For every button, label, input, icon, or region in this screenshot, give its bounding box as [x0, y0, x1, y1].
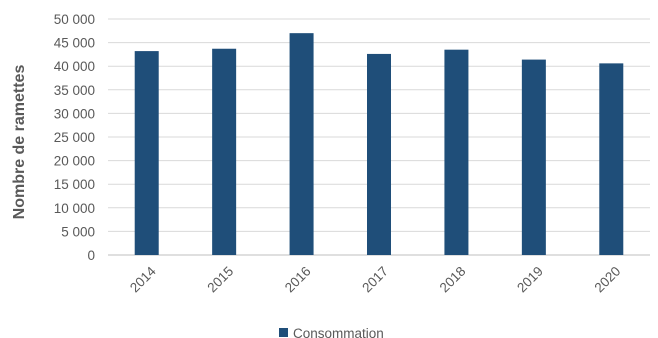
y-tick-label: 30 000: [54, 106, 95, 121]
y-axis-label: Nombre de ramettes: [11, 65, 28, 220]
y-tick-label: 0: [87, 248, 95, 263]
bars: [134, 33, 624, 256]
legend: Consommation: [279, 326, 384, 338]
bar-2016: [289, 33, 314, 255]
legend-label: Consommation: [293, 326, 384, 338]
y-tick-label: 15 000: [54, 177, 95, 192]
y-axis-tick-labels: 0 5 000 10 000 15 000 20 000 25 000 30 000 35 0…: [54, 12, 95, 263]
y-tick-label: 35 000: [54, 83, 95, 98]
bar-2014: [134, 51, 159, 255]
bar-2017: [367, 53, 391, 255]
y-tick-label: 45 000: [54, 36, 95, 51]
x-tick-label: 2020: [592, 264, 624, 296]
legend-swatch: [279, 328, 288, 337]
bar-2020: [599, 63, 624, 256]
y-tick-label: 40 000: [54, 59, 95, 74]
x-axis-tick-labels: 2014 2015 2016 2017 2018 2019 2020: [127, 263, 623, 295]
y-tick-label: 5 000: [61, 224, 95, 239]
x-tick-label: 2019: [514, 264, 546, 296]
bar-2015: [212, 48, 237, 256]
x-tick-label: 2014: [127, 263, 159, 295]
bar-2018: [444, 49, 469, 256]
y-tick-label: 20 000: [54, 154, 95, 169]
x-tick-label: 2018: [437, 264, 469, 296]
x-tick-label: 2015: [204, 264, 236, 296]
y-tick-label: 25 000: [54, 130, 95, 145]
bar-2019: [521, 59, 546, 256]
x-tick-label: 2017: [359, 264, 391, 296]
x-tick-label: 2016: [282, 264, 314, 296]
y-tick-label: 10 000: [54, 201, 95, 216]
y-tick-label: 50 000: [54, 12, 95, 27]
